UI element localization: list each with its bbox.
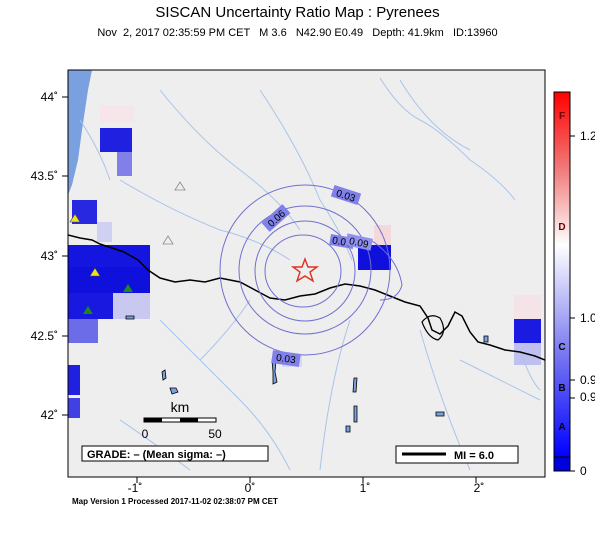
colorbar-number: 1.0 <box>580 311 595 325</box>
y-tick-label: 42˚ <box>41 408 58 422</box>
x-tick-label: 0˚ <box>245 481 256 495</box>
x-tick-labels: -1˚ 0˚ 1˚ 2˚ <box>128 481 485 495</box>
colorbar-grade: F <box>559 111 565 122</box>
andorra-border <box>421 315 445 341</box>
x-tick-label: 2˚ <box>474 481 485 495</box>
y-tick-label: 42.5˚ <box>31 329 58 343</box>
svg-text:0.03: 0.03 <box>275 353 296 367</box>
colorbar: 1.2 1.0 0.9 0.9 0 F D C B A <box>553 91 595 478</box>
svg-text:0: 0 <box>142 427 149 441</box>
axis-ticks <box>62 96 477 483</box>
scale-bar: km 0 50 <box>142 399 222 441</box>
mi-legend: MI = 6.0 <box>395 445 519 464</box>
map-frame <box>67 69 546 478</box>
svg-text:50: 50 <box>208 427 222 441</box>
colorbar-number: 1.2 <box>580 129 595 143</box>
y-tick-label: 43.5˚ <box>31 169 58 183</box>
svg-text:0.09: 0.09 <box>348 236 370 251</box>
reservoirs <box>125 315 489 433</box>
grade-box: GRADE: – (Mean sigma: –) <box>81 445 269 462</box>
atlantic-ocean <box>68 70 92 195</box>
y-tick-label: 43˚ <box>41 249 58 263</box>
seismic-stations <box>69 181 186 314</box>
svg-text:GRADE: – (Mean sigma: –): GRADE: – (Mean sigma: –) <box>87 449 226 461</box>
x-tick-label: -1˚ <box>128 481 143 495</box>
colorbar-number: 0.9 <box>580 373 595 387</box>
uncertainty-contours <box>219 184 403 356</box>
uncertainty-grid <box>68 105 541 418</box>
y-tick-labels: 44˚ 43.5˚ 43˚ 42.5˚ 42˚ <box>31 90 58 422</box>
colorbar-number: 0.9 <box>580 390 595 404</box>
svg-text:km: km <box>171 399 190 415</box>
country-border <box>68 234 545 361</box>
map-title: SISCAN Uncertainty Ratio Map : Pyrenees <box>155 4 440 21</box>
colorbar-grade: D <box>558 222 565 233</box>
processing-footer: Map Version 1 Processed 2017-11-02 02:38… <box>72 497 278 506</box>
colorbar-grade: C <box>558 342 565 353</box>
svg-text:MI = 6.0: MI = 6.0 <box>454 450 494 462</box>
event-info: Nov 2, 2017 02:35:59 PM CET M 3.6 N42.90… <box>97 27 498 39</box>
colorbar-number: 0 <box>580 464 587 478</box>
x-tick-label: 1˚ <box>360 481 371 495</box>
y-tick-label: 44˚ <box>41 90 58 104</box>
star-icon <box>290 257 320 283</box>
colorbar-grade: B <box>558 383 565 394</box>
colorbar-grade: A <box>558 422 565 433</box>
